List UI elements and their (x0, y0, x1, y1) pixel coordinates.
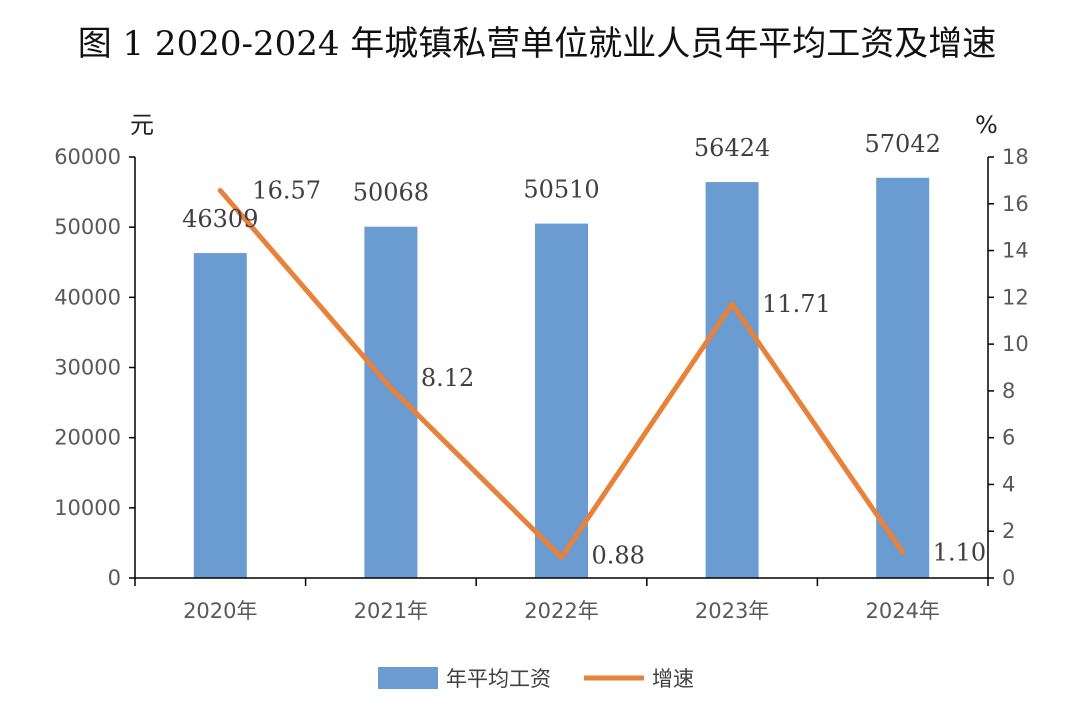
bar-value-label-3: 56424 (694, 134, 770, 162)
legend-bar-label: 年平均工资 (446, 667, 551, 691)
y-left-tick-label-3: 30000 (54, 356, 121, 380)
y-right-tick-label-1: 2 (1002, 519, 1015, 543)
bar-value-label-0: 46309 (182, 205, 258, 233)
y-right-tick-label-7: 14 (1002, 239, 1029, 263)
bar-3 (705, 182, 759, 578)
y-right-tick-label-0: 0 (1002, 566, 1015, 590)
y-left-tick-label-2: 20000 (54, 426, 121, 450)
y-right-tick-label-4: 8 (1002, 379, 1015, 403)
bar-value-label-1: 50068 (353, 179, 429, 207)
y-right-tick-label-8: 16 (1002, 192, 1029, 216)
bar-value-label-2: 50510 (523, 176, 599, 204)
growth-value-label-2: 0.88 (592, 541, 645, 569)
y-left-tick-label-5: 50000 (54, 215, 121, 239)
growth-value-label-0: 16.57 (252, 176, 321, 204)
x-tick-label-0: 2020年 (183, 599, 257, 623)
y-left-tick-label-4: 40000 (54, 285, 121, 309)
legend-bar-swatch (378, 667, 438, 689)
y-left-unit: 元 (130, 111, 154, 139)
x-tick-label-2: 2022年 (524, 599, 598, 623)
chart-title: 图 1 2020-2024 年城镇私营单位就业人员年平均工资及增速 (77, 24, 997, 64)
y-left-tick-label-1: 10000 (54, 496, 121, 520)
legend-line-label: 增速 (652, 667, 694, 691)
y-right-tick-label-3: 6 (1002, 426, 1015, 450)
y-right-tick-label-2: 4 (1002, 472, 1015, 496)
y-right-tick-label-5: 10 (1002, 332, 1029, 356)
y-left-tick-label-6: 60000 (54, 145, 121, 169)
x-tick-label-3: 2023年 (695, 599, 769, 623)
y-right-tick-label-9: 18 (1002, 145, 1029, 169)
growth-value-label-4: 1.10 (933, 538, 986, 566)
y-right-tick-label-6: 12 (1002, 285, 1029, 309)
bar-1 (364, 226, 418, 579)
growth-value-label-3: 11.71 (762, 290, 831, 318)
bar-value-label-4: 57042 (865, 130, 941, 158)
y-left-tick-label-0: 0 (108, 566, 121, 590)
bar-0 (193, 253, 247, 578)
y-right-unit: % (975, 111, 998, 139)
bar-2 (535, 223, 588, 578)
x-tick-label-1: 2021年 (354, 599, 428, 623)
growth-value-label-1: 8.12 (421, 364, 474, 392)
x-tick-label-4: 2024年 (865, 599, 939, 623)
bar-4 (876, 177, 930, 578)
